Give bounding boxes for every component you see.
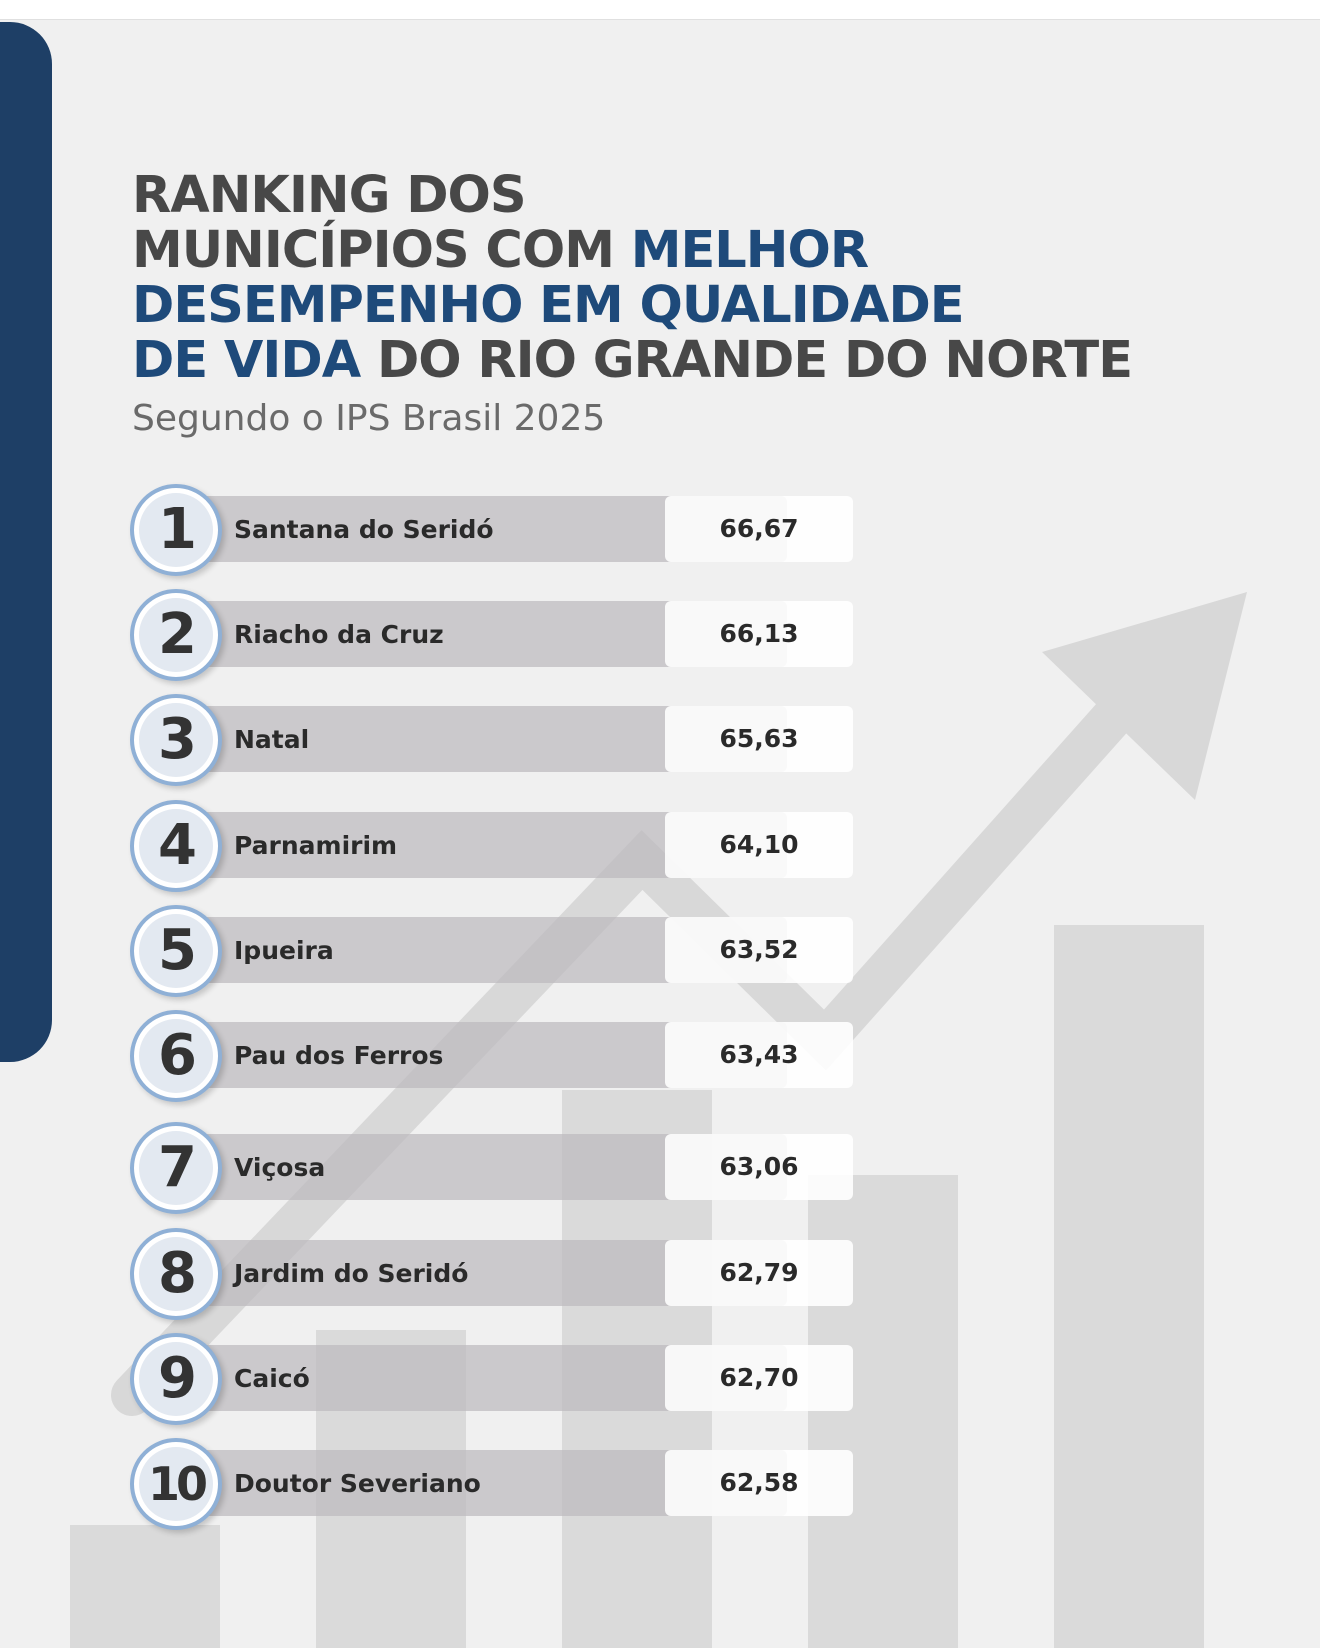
ranking-row: Riacho da Cruz 66,13 2 — [130, 589, 855, 681]
rank-badge: 5 — [130, 905, 222, 997]
rank-badge: 9 — [130, 1333, 222, 1425]
ranking-row: Natal 65,63 3 — [130, 694, 855, 786]
rank-badge: 4 — [130, 800, 222, 892]
score-value: 65,63 — [665, 706, 853, 772]
title-line-2: MUNICÍPIOS COM MELHOR — [132, 223, 1232, 278]
bg-chart-bar-5 — [1054, 925, 1204, 1648]
title-line-4-blue: DE VIDA — [132, 331, 361, 390]
rank-badge: 6 — [130, 1010, 222, 1102]
score-value: 64,10 — [665, 812, 853, 878]
score-value: 63,06 — [665, 1134, 853, 1200]
ranking-row: Santana do Seridó 66,67 1 — [130, 484, 855, 576]
rank-badge: 7 — [130, 1122, 222, 1214]
score-value: 63,43 — [665, 1022, 853, 1088]
ranking-row: Caicó 62,70 9 — [130, 1333, 855, 1425]
municipality-name: Riacho da Cruz — [234, 620, 444, 649]
title-line-4-gray: DO RIO GRANDE DO NORTE — [360, 331, 1133, 390]
left-accent-bar — [0, 22, 52, 1062]
score-value: 66,67 — [665, 496, 853, 562]
bg-chart-bar-1 — [70, 1525, 220, 1648]
rank-badge: 10 — [130, 1438, 222, 1530]
score-value: 63,52 — [665, 917, 853, 983]
ranking-row: Ipueira 63,52 5 — [130, 905, 855, 997]
bg-trend-arrow-head — [1042, 592, 1247, 800]
municipality-name: Doutor Severiano — [234, 1469, 481, 1498]
title-line-3: DESEMPENHO EM QUALIDADE — [132, 276, 965, 335]
rank-badge: 1 — [130, 484, 222, 576]
top-strip — [0, 0, 1320, 20]
municipality-name: Ipueira — [234, 936, 334, 965]
score-value: 62,58 — [665, 1450, 853, 1516]
municipality-name: Natal — [234, 725, 310, 754]
subtitle: Segundo o IPS Brasil 2025 — [132, 398, 606, 439]
title-line-2-gray: MUNICÍPIOS COM — [132, 221, 631, 280]
score-value: 62,70 — [665, 1345, 853, 1411]
ranking-row: Pau dos Ferros 63,43 6 — [130, 1010, 855, 1102]
rank-badge: 2 — [130, 589, 222, 681]
rank-badge: 3 — [130, 694, 222, 786]
title-line-1: RANKING DOS — [132, 166, 527, 225]
score-value: 66,13 — [665, 601, 853, 667]
rank-badge: 8 — [130, 1228, 222, 1320]
municipality-name: Pau dos Ferros — [234, 1041, 444, 1070]
title-line-2-blue: MELHOR — [630, 221, 869, 280]
ranking-row: Parnamirim 64,10 4 — [130, 800, 855, 892]
ranking-row: Jardim do Seridó 62,79 8 — [130, 1228, 855, 1320]
title-line-4: DE VIDA DO RIO GRANDE DO NORTE — [132, 333, 1232, 388]
municipality-name: Parnamirim — [234, 831, 398, 860]
ranking-row: Doutor Severiano 62,58 10 — [130, 1438, 855, 1530]
ranking-row: Viçosa 63,06 7 — [130, 1122, 855, 1214]
score-value: 62,79 — [665, 1240, 853, 1306]
municipality-name: Santana do Seridó — [234, 515, 494, 544]
page-title: RANKING DOS MUNICÍPIOS COM MELHOR DESEMP… — [132, 168, 1232, 388]
municipality-name: Jardim do Seridó — [234, 1259, 469, 1288]
municipality-name: Viçosa — [234, 1153, 326, 1182]
municipality-name: Caicó — [234, 1364, 310, 1393]
